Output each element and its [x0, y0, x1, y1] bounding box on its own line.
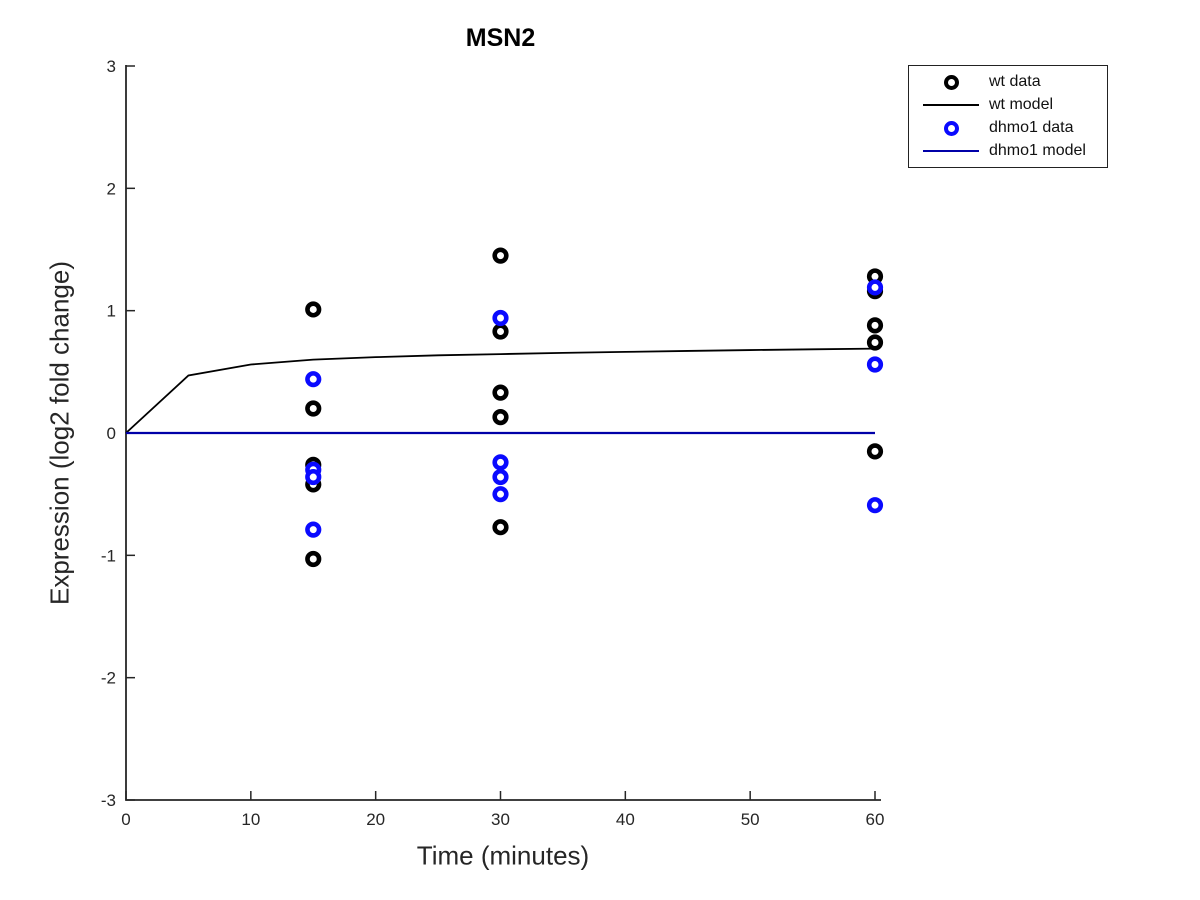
- dhmo1-data-point: [492, 454, 509, 471]
- dhmo1-data-point: [866, 497, 884, 514]
- line-sample-glyph: [923, 104, 979, 106]
- x-tick-label: 20: [366, 810, 385, 829]
- x-tick-label: 50: [741, 810, 760, 829]
- legend-label: wt model: [989, 96, 1054, 113]
- wt-data-point: [492, 323, 509, 340]
- y-tick-label: -3: [101, 791, 116, 810]
- wt-data-point: [866, 443, 884, 460]
- x-tick-label: 30: [491, 810, 510, 829]
- wt-data-point: [305, 301, 322, 318]
- y-tick-label: 0: [107, 424, 116, 443]
- y-tick-label: -1: [101, 546, 116, 565]
- chart-title: MSN2: [465, 24, 536, 52]
- legend-label: dhmo1 model: [989, 142, 1086, 159]
- x-tick-label: 0: [121, 810, 130, 829]
- x-tick-label: 40: [616, 810, 635, 829]
- wt-model-line: [125, 347, 876, 434]
- dhmo1-data-point: [866, 356, 884, 373]
- wt-data-point: [492, 384, 509, 401]
- x-tick-label: 10: [241, 810, 260, 829]
- dhmo1-data-point: [492, 468, 509, 486]
- wt-data-point: [492, 519, 509, 536]
- dhmo1-data-point: [305, 371, 322, 388]
- dhmo1-data-point: [305, 521, 322, 538]
- y-axis-label: Expression (log2 fold change): [44, 261, 75, 605]
- legend-entry: wt data: [909, 71, 1107, 94]
- wt-data-point: [866, 334, 884, 351]
- dhmo1-data-point: [866, 279, 884, 296]
- legend-label: dhmo1 data: [989, 119, 1074, 136]
- legend-entry: dhmo1 model: [909, 140, 1107, 163]
- y-tick-label: 2: [107, 179, 116, 198]
- dhmo1-data-point: [492, 486, 509, 503]
- legend-marker-icon: [923, 74, 979, 90]
- legend-entry: wt model: [909, 94, 1107, 117]
- wt-data-point: [866, 317, 884, 334]
- legend-line-icon: [923, 104, 979, 106]
- x-axis-label: Time (minutes): [416, 840, 590, 871]
- line-sample-glyph: [923, 150, 979, 152]
- dhmo1-data-point: [305, 468, 322, 486]
- y-tick-label: 3: [107, 57, 116, 76]
- y-tick-label: 1: [107, 302, 116, 321]
- marker-sample-glyph: [943, 120, 959, 136]
- wt-data-point: [492, 408, 509, 426]
- x-tick-label: 60: [866, 810, 885, 829]
- y-tick-label: -2: [101, 669, 116, 688]
- legend-label: wt data: [989, 73, 1041, 90]
- legend-entry: dhmo1 data: [909, 117, 1107, 140]
- wt-data-point: [305, 400, 322, 417]
- legend-marker-icon: [923, 120, 979, 136]
- wt-data-point: [492, 247, 509, 264]
- wt-data-point: [305, 550, 322, 568]
- legend-line-icon: [923, 150, 979, 152]
- dhmo1-data-point: [492, 309, 509, 327]
- marker-sample-glyph: [943, 74, 959, 90]
- legend: wt data wt model dhmo1 data dhmo1 model: [908, 65, 1108, 168]
